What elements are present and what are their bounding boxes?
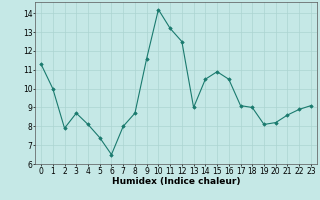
X-axis label: Humidex (Indice chaleur): Humidex (Indice chaleur) <box>112 177 240 186</box>
